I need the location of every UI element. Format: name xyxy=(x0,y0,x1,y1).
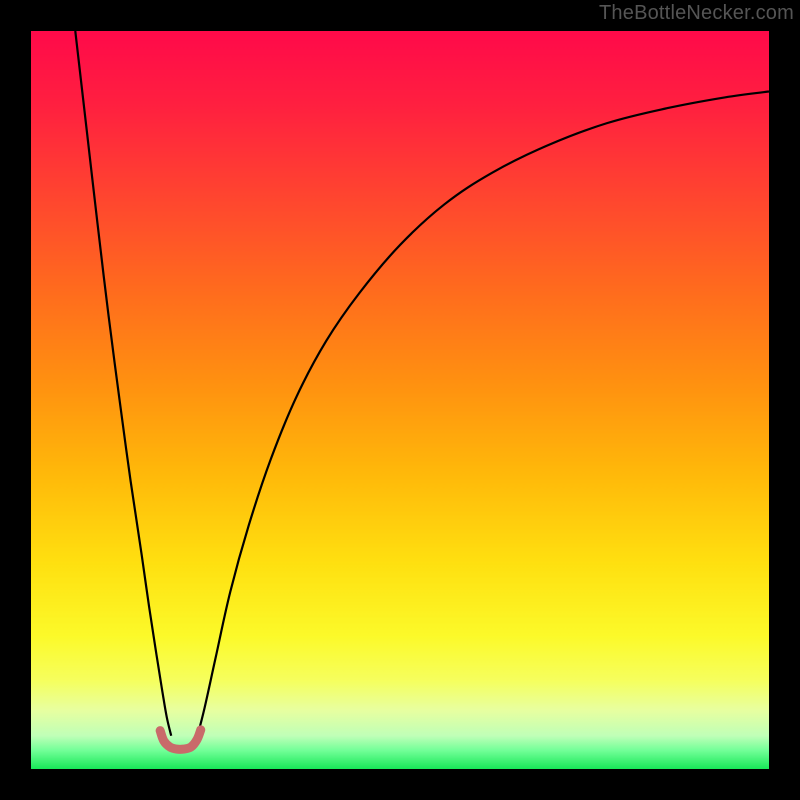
gradient-background xyxy=(31,31,769,769)
chart-frame xyxy=(31,31,769,769)
watermark-text: TheBottleNecker.com xyxy=(599,2,794,25)
